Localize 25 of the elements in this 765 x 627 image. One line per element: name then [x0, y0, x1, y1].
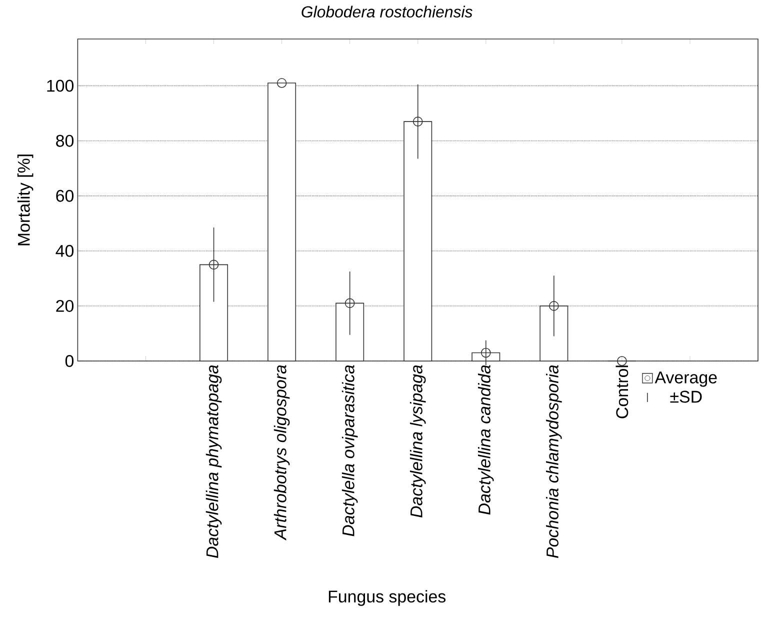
- y-tick-label: 0: [65, 355, 74, 367]
- x-tick-label: Dactylellina phymatopaga: [206, 365, 222, 558]
- point: [480, 348, 491, 358]
- y-tick-label: 20: [56, 300, 74, 312]
- point: [276, 78, 287, 88]
- y-tick-label: 100: [47, 80, 74, 92]
- x-tick-label: Dactylellina lysipaga: [410, 365, 426, 518]
- x-tick-label: Arthrobotrys oligospora: [274, 365, 290, 540]
- y-axis-title: Mortality [%]: [17, 154, 34, 246]
- x-tick-label: Dactylella oviparasitica: [342, 365, 358, 536]
- point: [208, 260, 219, 270]
- legend-label: Average: [654, 372, 717, 387]
- x-tick-label: Pochonia chlamydosporia: [546, 365, 562, 558]
- y-tick-label: 80: [56, 134, 74, 147]
- point: [412, 116, 423, 126]
- text: ±SD: [670, 390, 702, 403]
- point: [344, 298, 355, 308]
- x-tick-label: Control: [616, 366, 628, 418]
- x-axis-title: Fungus species: [328, 590, 446, 606]
- y-tick-label: 60: [56, 190, 74, 202]
- point: [549, 301, 559, 311]
- x-tick-label: Dactylellina candida: [478, 365, 494, 515]
- y-tick-label: 40: [56, 244, 74, 257]
- point: [617, 356, 627, 366]
- chart-title: Globodera rostochiensis: [302, 6, 472, 18]
